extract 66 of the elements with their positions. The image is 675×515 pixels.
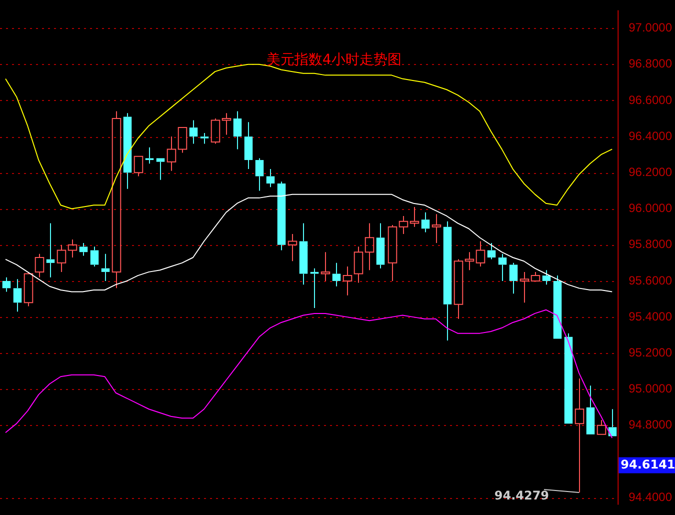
candlestick <box>564 332 573 424</box>
candlestick <box>79 242 88 256</box>
candlestick <box>255 158 264 192</box>
candlestick <box>464 252 474 271</box>
candlestick <box>342 266 352 296</box>
text: 美元指数4小时走势图 <box>266 52 402 68</box>
y-tick-label: 95.8000 <box>628 237 672 252</box>
candlestick <box>166 136 176 172</box>
candlestick <box>189 120 198 144</box>
candlestick <box>13 278 22 312</box>
y-tick-label: 94.8000 <box>628 418 672 432</box>
candlestick <box>410 206 420 228</box>
candlestick <box>101 253 110 282</box>
candlestick <box>421 212 430 233</box>
candlestick <box>288 234 298 262</box>
candlestick <box>574 378 584 494</box>
y-tick-label: 94.4000 <box>628 490 672 504</box>
y-tick-label: 96.8000 <box>628 56 672 71</box>
candlestick <box>178 127 188 154</box>
y-tick-label: 95.2000 <box>628 345 672 360</box>
candlestick <box>487 242 496 260</box>
y-tick-label: 96.4000 <box>628 128 672 143</box>
candlestick <box>498 253 507 282</box>
candlestick <box>266 168 275 188</box>
candlestick <box>112 110 122 289</box>
candlestick <box>222 112 232 136</box>
candlestick <box>2 276 11 292</box>
candlestick <box>354 246 364 284</box>
candlestick <box>56 244 66 272</box>
candlestick <box>34 253 44 278</box>
candlestick <box>299 222 308 286</box>
candlestick <box>68 238 78 258</box>
candlestick <box>509 262 518 294</box>
candlestick <box>244 122 253 170</box>
candlestick <box>156 158 165 180</box>
candlestick <box>520 271 530 304</box>
candlestick <box>277 181 286 251</box>
annotation: 94.4279 <box>494 488 550 503</box>
candlestick <box>134 156 144 177</box>
y-tick-label: 96.6000 <box>628 92 672 107</box>
candlestick <box>233 110 242 150</box>
candlestick <box>542 270 551 286</box>
candlestick <box>320 252 330 282</box>
candlestick <box>376 222 385 269</box>
y-tick-label: 95.0000 <box>628 382 672 396</box>
candlestick <box>398 215 408 235</box>
text: 94.6141 <box>620 457 675 472</box>
candlestick <box>443 220 452 342</box>
y-tick-label: 96.2000 <box>628 164 672 179</box>
candlestick <box>46 222 55 278</box>
candlestick <box>332 262 341 287</box>
candlestick <box>476 240 486 268</box>
candlestick <box>596 419 606 435</box>
y-tick-label: 95.4000 <box>628 309 672 324</box>
candlestick <box>145 146 154 164</box>
candlestick <box>200 132 209 144</box>
candlestick <box>586 385 595 434</box>
candlestick <box>123 112 132 190</box>
candlestick <box>454 258 464 320</box>
candlestick <box>364 222 374 271</box>
y-tick-label: 97.0000 <box>628 20 672 35</box>
candlestick <box>388 224 398 282</box>
y-tick-label: 96.0000 <box>628 201 672 216</box>
y-tick-label: 95.6000 <box>628 273 672 288</box>
candlestick <box>90 246 99 268</box>
candlestick <box>432 214 442 244</box>
